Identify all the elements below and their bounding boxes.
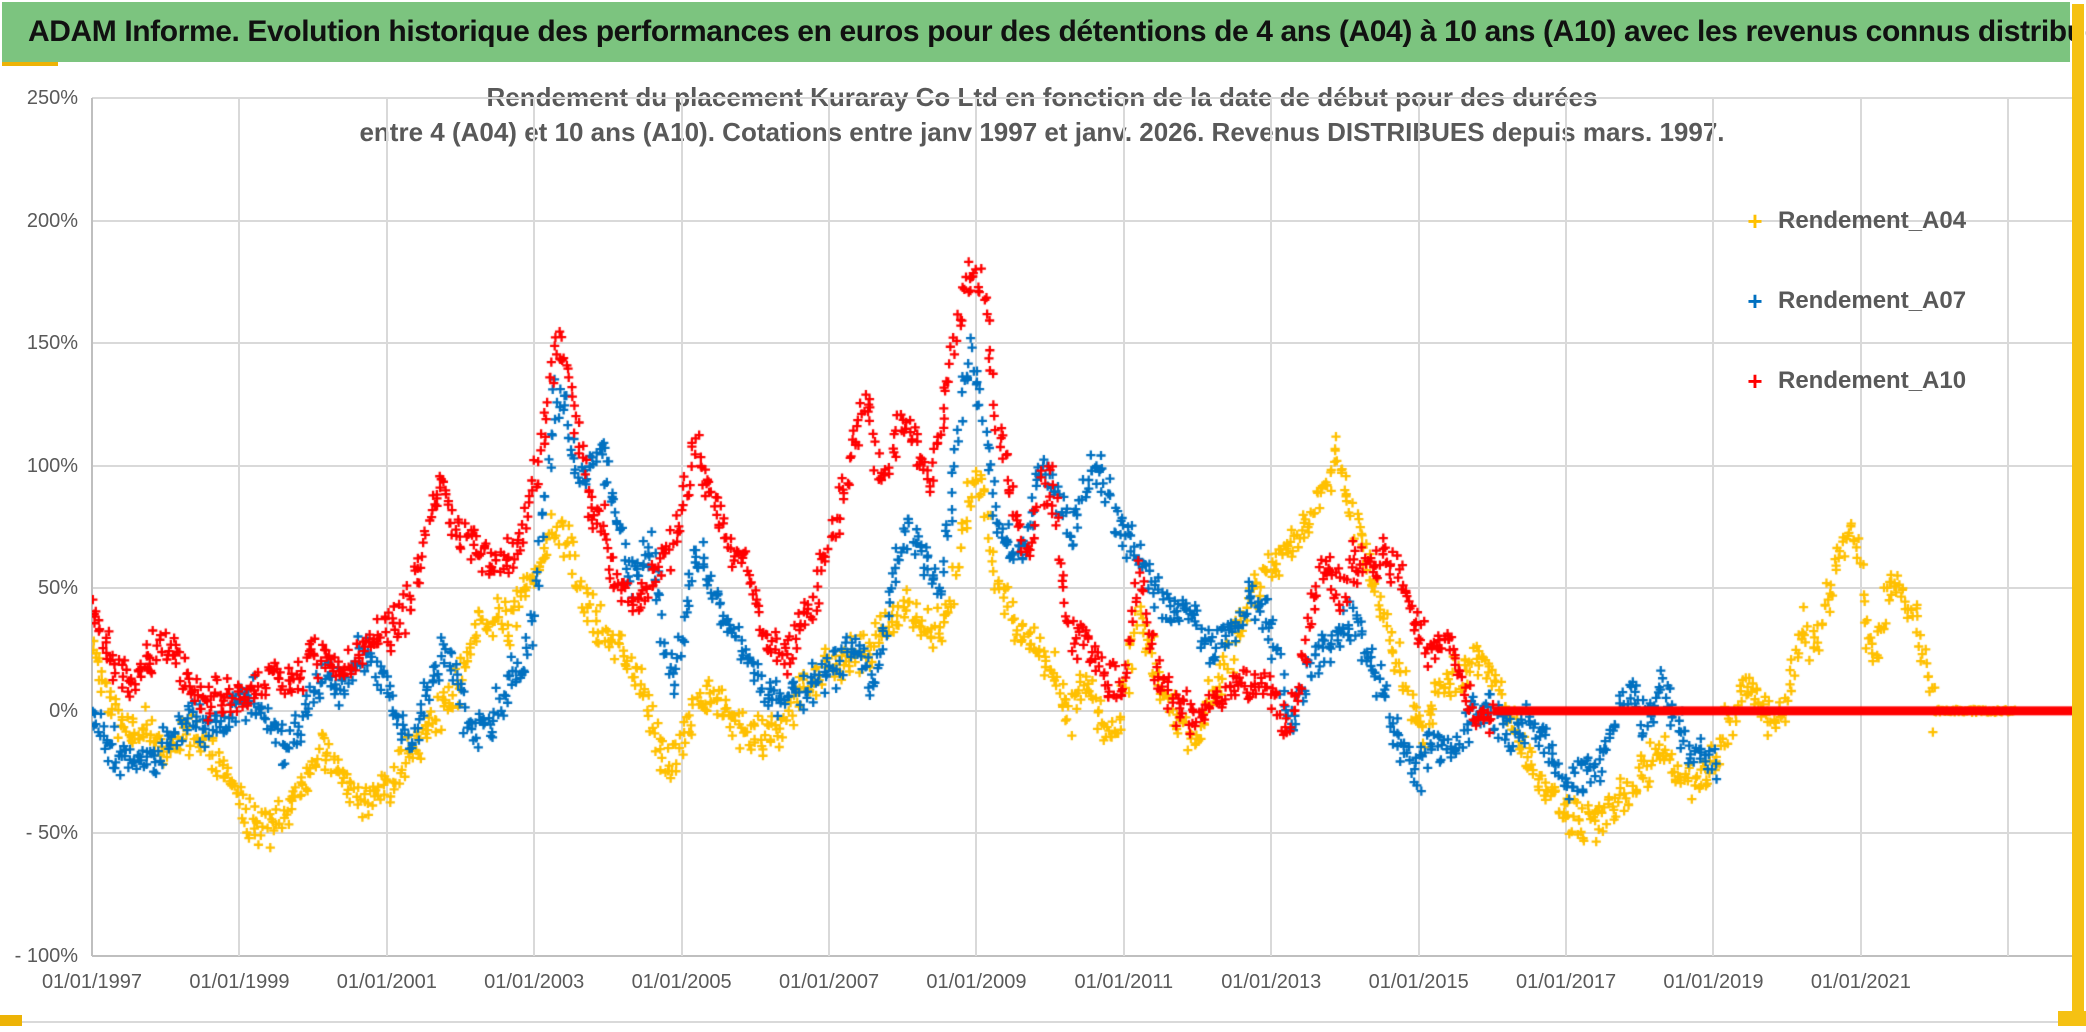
header-bar: ADAM Informe. Evolution historique des p… [2, 2, 2086, 62]
bottom-divider-line [0, 1021, 2086, 1023]
x-axis-label: 01/01/2007 [778, 971, 880, 993]
x-axis-label: 01/01/2005 [631, 971, 732, 993]
x-axis-label: 01/01/2011 [1074, 971, 1174, 993]
h-gridline [92, 955, 2082, 957]
bottom-left-accent [0, 1015, 22, 1026]
y-axis-label: 150% [26, 332, 78, 355]
x-axis-label: 01/01/2013 [1221, 971, 1322, 993]
bottom-right-accent [2058, 1011, 2086, 1026]
x-axis-label: 01/01/2001 [336, 971, 437, 993]
y-axis-label: - 50% [25, 822, 78, 845]
legend-item: + Rendement_A07 [1742, 286, 1966, 316]
y-axis-label: 250% [26, 87, 78, 109]
legend-label: Rendement_A10 [1778, 367, 1967, 394]
y-axis-label: 0% [49, 699, 78, 722]
x-axis-label: 01/01/2017 [1516, 971, 1617, 993]
legend-marker-plus-icon: + [1747, 365, 1763, 396]
y-axis-label: - 100% [14, 945, 78, 967]
x-axis-label: 01/01/2009 [926, 971, 1027, 993]
x-axis-label: 01/01/1997 [41, 971, 143, 993]
y-axis-label: 50% [37, 577, 78, 600]
x-axis-label: 01/01/2015 [1368, 971, 1469, 993]
legend-item: + Rendement_A04 [1742, 206, 1966, 236]
legend-label: Rendement_A07 [1778, 287, 1967, 314]
page-title: ADAM Informe. Evolution historique des p… [28, 15, 2086, 48]
legend-item: + Rendement_A10 [1742, 366, 1966, 396]
y-axis-label: 100% [26, 454, 78, 477]
scatter-plot-canvas [92, 98, 2082, 956]
legend-marker-plus-icon: + [1747, 205, 1763, 236]
x-axis-label: 01/01/2003 [484, 971, 585, 993]
y-axis-label: 200% [26, 209, 78, 232]
performance-chart: Rendement du placement Kuraray Co Ltd en… [0, 66, 2086, 1016]
legend-marker-plus-icon: + [1747, 285, 1763, 316]
x-axis-label: 01/01/2019 [1663, 971, 1764, 993]
legend-label: Rendement_A04 [1778, 207, 1967, 234]
x-axis-label: 01/01/2021 [1810, 971, 1911, 993]
x-axis-label: 01/01/1999 [189, 971, 290, 993]
right-accent-strip [2072, 4, 2084, 1024]
